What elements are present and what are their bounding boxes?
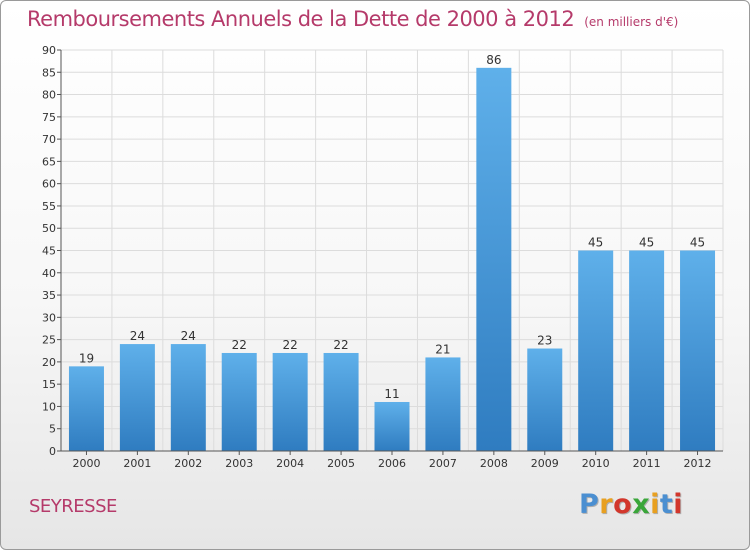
bar-2004 — [272, 352, 308, 451]
y-tick-label: 35 — [42, 289, 56, 302]
y-tick-label: 80 — [42, 89, 56, 102]
bar-2003 — [221, 352, 257, 451]
x-tick-label: 2009 — [531, 457, 559, 470]
y-tick-label: 85 — [42, 66, 56, 79]
y-tick-label: 75 — [42, 111, 56, 124]
proxiti-logo: Proxiti — [579, 489, 683, 520]
x-tick-label: 2003 — [225, 457, 253, 470]
x-tick-label: 2000 — [72, 457, 100, 470]
y-tick-label: 45 — [42, 245, 56, 258]
y-tick-label: 90 — [42, 44, 56, 57]
y-tick-label: 60 — [42, 178, 56, 191]
chart-title-text: Remboursements Annuels de la Dette de 20… — [27, 7, 575, 31]
bar-2012 — [680, 250, 716, 451]
data-label: 24 — [181, 329, 196, 343]
bar-2002 — [170, 344, 206, 451]
logo-letter: r — [599, 489, 614, 520]
data-label: 11 — [384, 387, 399, 401]
x-tick-label: 2002 — [174, 457, 202, 470]
bar-2000 — [68, 366, 104, 451]
bar-2006 — [374, 401, 410, 451]
x-tick-label: 2004 — [276, 457, 304, 470]
logo-letter: i — [673, 489, 684, 520]
x-tick-label: 2007 — [429, 457, 457, 470]
logo-letter: t — [659, 489, 674, 520]
bar-2008 — [476, 67, 512, 452]
x-tick-label: 2006 — [378, 457, 406, 470]
data-label: 19 — [79, 351, 94, 365]
data-label: 22 — [333, 338, 348, 352]
x-tick-label: 2008 — [480, 457, 508, 470]
data-label: 23 — [537, 334, 552, 348]
data-label: 45 — [588, 236, 603, 250]
bars — [68, 67, 716, 452]
y-tick-label: 50 — [42, 222, 56, 235]
y-tick-label: 0 — [49, 445, 56, 458]
y-tick-label: 65 — [42, 155, 56, 168]
x-tick-label: 2011 — [633, 457, 661, 470]
y-tick-label: 30 — [42, 311, 56, 324]
y-tick-label: 70 — [42, 133, 56, 146]
data-label: 24 — [130, 329, 145, 343]
x-tick-label: 2005 — [327, 457, 355, 470]
data-label: 45 — [639, 236, 654, 250]
bar-2011 — [629, 250, 665, 451]
logo-letter: x — [632, 489, 651, 520]
logo-letter: P — [579, 489, 600, 520]
bar-2007 — [425, 357, 461, 451]
y-tick-label: 15 — [42, 378, 56, 391]
y-tick-label: 40 — [42, 267, 56, 280]
y-tick-label: 55 — [42, 200, 56, 213]
chart-unit: (en milliers d'€) — [584, 15, 679, 29]
y-tick-label: 20 — [42, 356, 56, 369]
y-tick-label: 5 — [49, 423, 56, 436]
bar-2009 — [527, 348, 563, 451]
axes: 0 5 10 15 20 25 30 35 40 45 50 55 60 65 70 75 80 85 90 2000… — [42, 44, 723, 470]
x-tick-label: 2012 — [684, 457, 712, 470]
data-label: 22 — [283, 338, 298, 352]
logo-letter: i — [650, 489, 660, 520]
chart-title: Remboursements Annuels de la Dette de 20… — [27, 7, 678, 31]
town-name: SEYRESSE — [29, 496, 117, 517]
x-tick-label: 2001 — [123, 457, 151, 470]
logo-letter: o — [613, 489, 633, 520]
x-tick-label: 2010 — [582, 457, 610, 470]
bar-2001 — [119, 344, 155, 451]
data-label: 45 — [690, 236, 705, 250]
y-tick-label: 10 — [42, 400, 56, 413]
data-label: 86 — [486, 53, 501, 67]
data-label: 22 — [232, 338, 247, 352]
data-labels: 19 24 24 22 22 22 11 21 86 23 45 45 45 — [79, 53, 705, 401]
bar-2010 — [578, 250, 614, 451]
bar-2005 — [323, 352, 359, 451]
y-tick-label: 25 — [42, 334, 56, 347]
data-label: 21 — [435, 342, 450, 356]
